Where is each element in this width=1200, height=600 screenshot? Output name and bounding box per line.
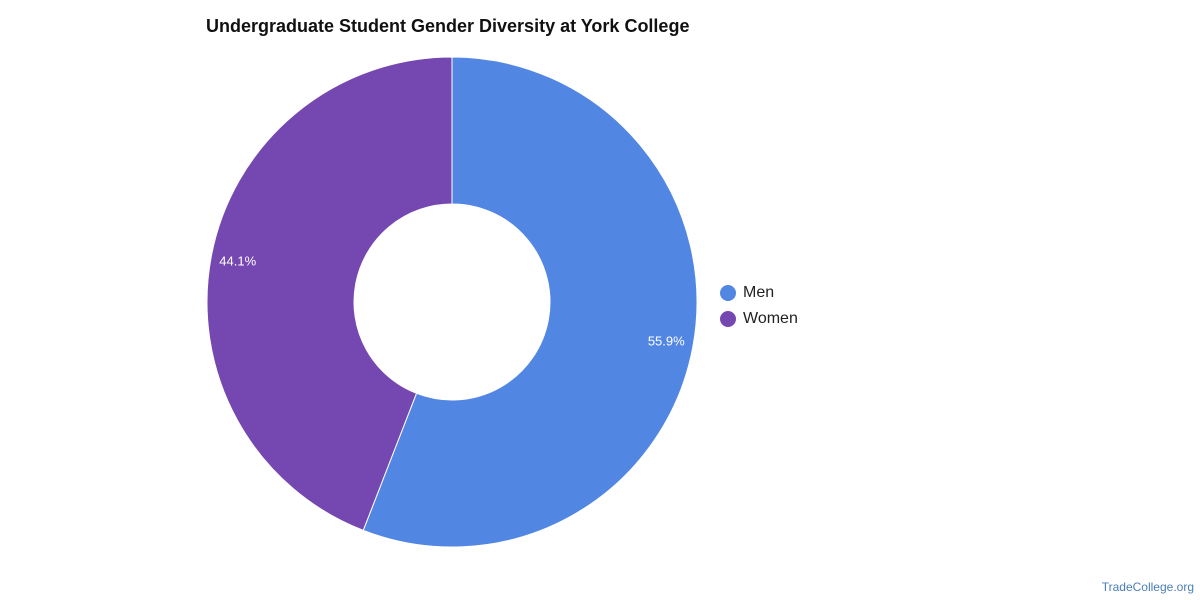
slice-women[interactable] [206, 56, 453, 532]
data-label-women: 44.1% [219, 253, 256, 268]
legend: Men Women [720, 280, 798, 332]
chart-title: Undergraduate Student Gender Diversity a… [206, 16, 690, 36]
legend-label-women: Women [743, 310, 798, 327]
slice-men[interactable] [362, 56, 698, 548]
data-label-men: 55.9% [648, 334, 685, 349]
legend-item-men[interactable]: Men [720, 280, 798, 306]
watermark[interactable]: TradeCollege.org [1101, 580, 1194, 594]
legend-swatch-women [720, 311, 736, 327]
legend-label-men: Men [743, 284, 775, 301]
legend-item-women[interactable]: Women [720, 306, 798, 332]
legend-swatch-men [720, 285, 736, 301]
